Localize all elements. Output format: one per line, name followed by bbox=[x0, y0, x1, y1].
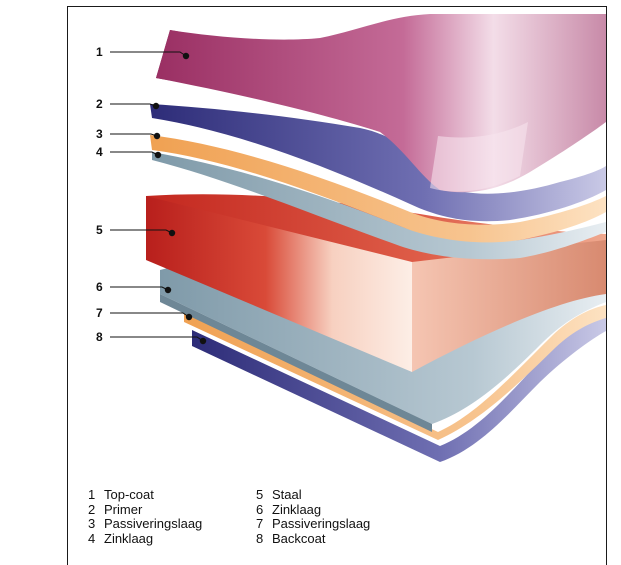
legend-item: 5 Staal bbox=[256, 487, 370, 503]
callout-number-6: 6 bbox=[96, 280, 103, 294]
callout-dot-8 bbox=[199, 337, 207, 345]
callout-dot-3 bbox=[153, 132, 161, 140]
callout-leader-2 bbox=[110, 103, 157, 107]
layer-3-passiveringslaag bbox=[150, 135, 606, 243]
legend-number: 2 bbox=[88, 501, 96, 517]
callout-number-3: 3 bbox=[96, 127, 103, 141]
callout-number-4: 4 bbox=[96, 145, 103, 159]
legend-label: Zinklaag bbox=[104, 530, 154, 546]
legend-label: Staal bbox=[272, 487, 302, 502]
callout-leader-8 bbox=[110, 336, 204, 342]
legend-number: 3 bbox=[88, 516, 96, 531]
legend-label: Passiveringslaag bbox=[104, 516, 203, 531]
legend-label: Backcoat bbox=[272, 530, 326, 546]
layer-5-staal-side bbox=[412, 240, 606, 372]
callout-number-1: 1 bbox=[96, 45, 103, 59]
callout-leader-7 bbox=[110, 312, 190, 318]
layer-4-zinklaag bbox=[152, 152, 606, 260]
callout-dot-5 bbox=[168, 229, 176, 237]
legend-item: 7 Passiveringslaag bbox=[256, 516, 371, 532]
frame-top-border bbox=[67, 6, 607, 7]
callout-number-7: 7 bbox=[96, 306, 103, 320]
legend-number: 7 bbox=[256, 516, 264, 531]
layer-8-backcoat bbox=[192, 316, 606, 462]
callout-dot-7 bbox=[185, 313, 193, 321]
layer-1-highlight bbox=[430, 122, 528, 192]
legend-label: Primer bbox=[104, 501, 143, 517]
callout-number-2: 2 bbox=[96, 97, 103, 111]
legend-item: 2 Primer bbox=[88, 501, 202, 518]
callout-number-8: 8 bbox=[96, 330, 103, 344]
frame-left-border bbox=[67, 6, 68, 565]
frame-right-border bbox=[606, 6, 607, 565]
legend-number: 1 bbox=[88, 487, 96, 502]
callout-dot-4 bbox=[154, 151, 162, 159]
legend-number: 4 bbox=[88, 530, 96, 546]
callout-layer: 1 2 3 4 5 6 7 8 bbox=[96, 45, 207, 345]
legend-item: 1 Top-coat bbox=[88, 487, 202, 503]
legend-number: 5 bbox=[256, 487, 264, 502]
legend-item: 8 Backcoat bbox=[256, 530, 370, 547]
layer-6-edge bbox=[160, 294, 432, 432]
callout-dot-6 bbox=[164, 286, 172, 294]
layer-5-staal-front bbox=[146, 196, 412, 372]
callout-leader-4 bbox=[110, 151, 159, 156]
layer-2-primer bbox=[150, 104, 606, 222]
callout-dot-1 bbox=[182, 52, 190, 60]
legend-label: Passiveringslaag bbox=[272, 516, 371, 531]
legend-label: Top-coat bbox=[104, 487, 154, 502]
callout-leader-6 bbox=[110, 286, 169, 291]
callout-dot-2 bbox=[152, 102, 160, 110]
callout-number-5: 5 bbox=[96, 223, 103, 237]
legend-number: 6 bbox=[256, 501, 264, 517]
legend-item: 4 Zinklaag bbox=[88, 530, 202, 547]
legend-number: 8 bbox=[256, 530, 264, 546]
legend-column-left: 1 Top-coat 2 Primer 3 Passiveringslaag 4 Zin… bbox=[88, 487, 203, 547]
legend-label: Zinklaag bbox=[272, 501, 322, 517]
legend-item: 3 Passiveringslaag bbox=[88, 516, 203, 532]
legend-column-right: 5 Staal 6 Zinklaag 7 Passiveringslaag 8 Back… bbox=[256, 487, 371, 547]
callout-leader-3 bbox=[110, 133, 158, 137]
legend-item: 6 Zinklaag bbox=[256, 501, 370, 518]
